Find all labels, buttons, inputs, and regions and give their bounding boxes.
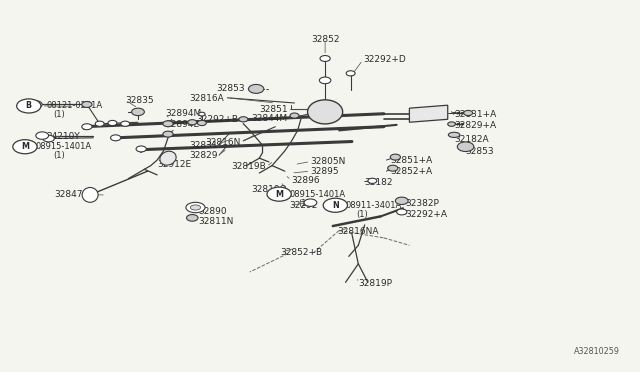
Circle shape [458,142,474,151]
Text: (1): (1) [356,210,367,219]
Circle shape [186,215,198,221]
Circle shape [43,135,54,142]
Text: 32844M: 32844M [252,114,287,123]
Text: (1): (1) [53,151,65,160]
Circle shape [163,131,173,137]
Text: M: M [21,142,29,151]
Text: 32829: 32829 [189,151,218,160]
Circle shape [464,110,472,116]
Circle shape [95,121,104,126]
Text: A32810259: A32810259 [574,347,620,356]
Text: 32851: 32851 [259,105,287,114]
Circle shape [111,135,121,141]
Text: 32831+A: 32831+A [454,110,497,119]
Text: 32851+A: 32851+A [390,156,433,165]
Text: 08911-3401A: 08911-3401A [346,201,402,210]
Text: 32292+D: 32292+D [363,55,406,64]
Circle shape [197,121,206,126]
Text: 24210Y: 24210Y [47,132,81,141]
Text: B: B [26,102,32,110]
Circle shape [82,102,92,108]
Text: 32182: 32182 [365,178,393,187]
Ellipse shape [186,202,205,213]
Circle shape [304,199,317,206]
Text: 32819P: 32819P [358,279,392,288]
Circle shape [17,99,41,113]
Text: 32895: 32895 [310,167,339,176]
Text: 32829+A: 32829+A [454,122,496,131]
Text: 32835: 32835 [125,96,154,105]
Text: 32847A: 32847A [54,190,89,199]
Polygon shape [410,105,448,122]
Text: 32896: 32896 [291,176,320,185]
Ellipse shape [308,100,342,124]
Ellipse shape [449,132,460,137]
Text: 32382P: 32382P [405,199,439,208]
Text: 08121-0201A: 08121-0201A [47,102,103,110]
Circle shape [13,140,37,154]
Circle shape [108,121,117,126]
Text: 32853: 32853 [466,147,494,155]
Circle shape [121,121,130,126]
Text: N: N [332,201,339,210]
Circle shape [323,198,348,212]
Circle shape [346,71,355,76]
Text: 32894M: 32894M [166,109,202,118]
Text: 32852: 32852 [311,35,339,44]
Text: 32852+A: 32852+A [390,167,433,176]
Text: 32816A: 32816A [189,94,223,103]
Circle shape [368,178,377,183]
Ellipse shape [190,205,200,210]
Circle shape [448,122,456,126]
Circle shape [334,201,347,208]
Circle shape [390,154,401,160]
Text: 32852+B: 32852+B [280,248,323,257]
Circle shape [29,101,42,108]
Circle shape [267,187,291,201]
Ellipse shape [160,151,176,165]
Text: 32894E: 32894E [166,120,200,129]
Text: 32182A: 32182A [454,135,489,144]
Text: 08915-1401A: 08915-1401A [35,142,92,151]
Circle shape [198,112,205,116]
Circle shape [188,120,196,125]
Text: 32816N: 32816N [205,138,241,147]
Text: 32853: 32853 [217,84,245,93]
Circle shape [396,197,408,205]
Circle shape [239,117,248,122]
Text: (1): (1) [53,110,65,119]
Text: 32805N: 32805N [310,157,346,166]
Text: M: M [275,190,283,199]
Circle shape [132,108,145,116]
Ellipse shape [82,187,98,202]
Text: 32890: 32890 [198,207,227,216]
Text: 32831: 32831 [189,141,218,150]
Text: (1): (1) [298,199,310,208]
Circle shape [82,124,92,130]
Text: 32816NA: 32816NA [337,227,379,237]
Circle shape [319,77,331,84]
Text: 32819B: 32819B [232,162,266,171]
Circle shape [320,55,330,61]
Text: 32912E: 32912E [157,160,191,169]
Text: 32292+B: 32292+B [196,115,238,124]
Circle shape [397,209,407,215]
Circle shape [36,132,49,139]
Text: 08915-1401A: 08915-1401A [289,190,346,199]
Circle shape [136,146,147,152]
Circle shape [290,113,299,118]
Circle shape [248,84,264,93]
Text: 32292+A: 32292+A [405,210,447,219]
Circle shape [163,121,173,127]
Text: 32811N: 32811N [198,217,234,226]
Circle shape [388,165,398,171]
Text: 32292: 32292 [289,201,317,210]
Text: 32819Q: 32819Q [251,185,287,194]
